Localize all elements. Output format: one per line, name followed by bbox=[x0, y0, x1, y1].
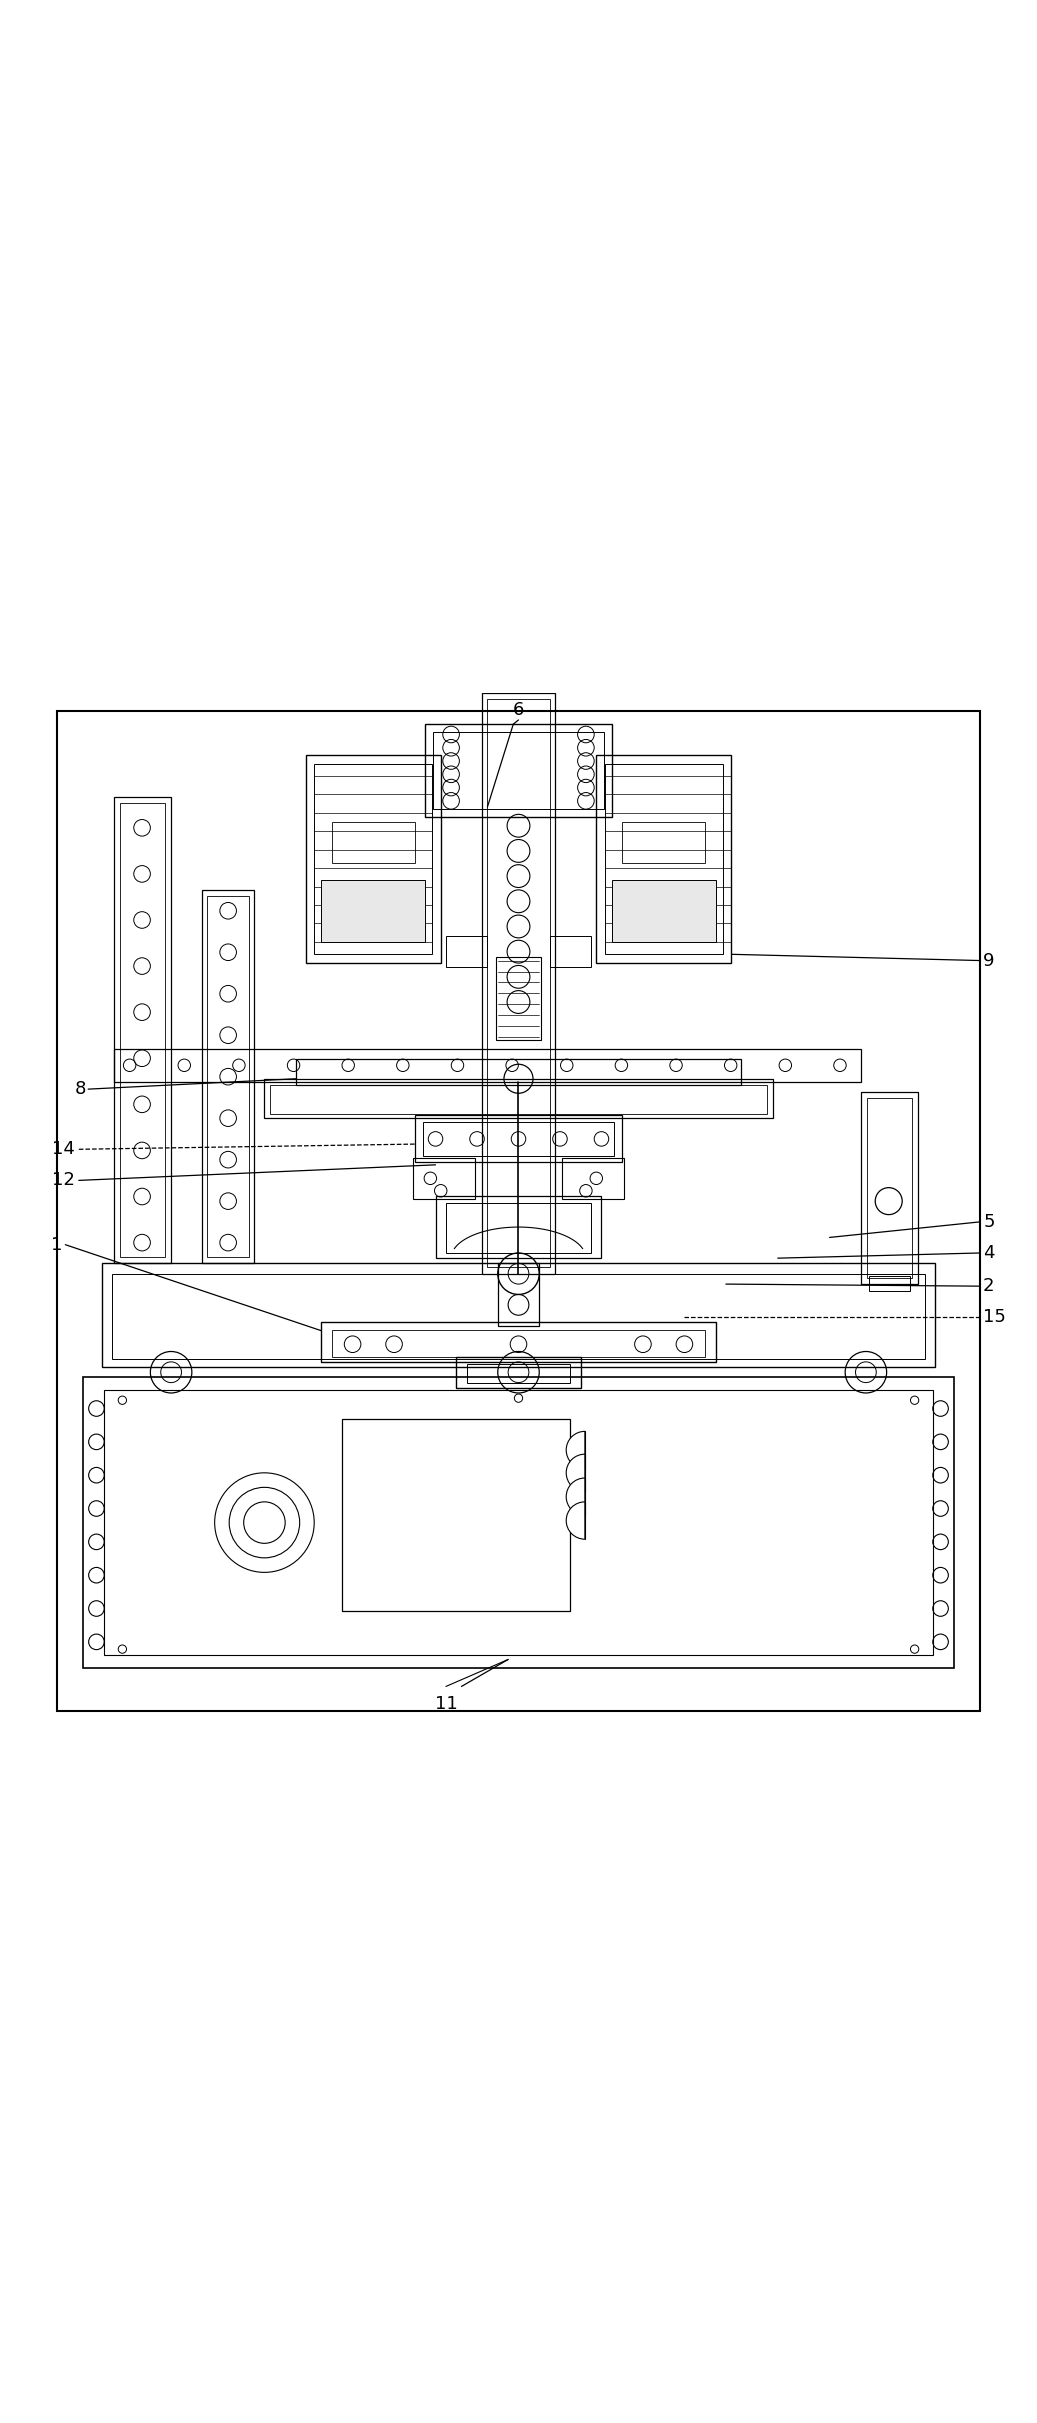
Bar bbox=[550, 935, 591, 967]
Bar bbox=[114, 1049, 861, 1083]
Bar bbox=[415, 1115, 622, 1161]
Bar bbox=[296, 1059, 741, 1086]
Bar bbox=[264, 1078, 773, 1117]
Wedge shape bbox=[566, 1454, 585, 1493]
Text: 11: 11 bbox=[435, 1694, 457, 1713]
Bar bbox=[270, 1086, 767, 1115]
Bar bbox=[446, 935, 487, 967]
Bar bbox=[57, 710, 980, 1711]
Wedge shape bbox=[566, 1478, 585, 1514]
Bar bbox=[622, 821, 705, 863]
Bar bbox=[423, 1122, 614, 1156]
Bar bbox=[596, 756, 731, 962]
Text: 15: 15 bbox=[983, 1308, 1006, 1325]
Bar bbox=[413, 1158, 475, 1199]
Text: 6: 6 bbox=[513, 700, 524, 720]
Bar bbox=[446, 1204, 591, 1253]
Bar bbox=[467, 1364, 570, 1384]
Bar bbox=[321, 880, 425, 943]
Bar bbox=[482, 693, 555, 1274]
Text: 4: 4 bbox=[983, 1243, 994, 1262]
Text: 9: 9 bbox=[983, 952, 994, 969]
Bar bbox=[314, 763, 432, 955]
Bar bbox=[487, 700, 550, 1267]
Bar bbox=[498, 1262, 539, 1325]
Bar bbox=[496, 957, 541, 1039]
Bar bbox=[306, 756, 441, 962]
Bar bbox=[869, 1277, 910, 1291]
Text: 12: 12 bbox=[52, 1170, 75, 1190]
Bar bbox=[436, 1197, 601, 1258]
Bar bbox=[207, 897, 249, 1258]
Bar bbox=[456, 1357, 581, 1388]
Text: 5: 5 bbox=[983, 1214, 994, 1231]
Bar bbox=[104, 1391, 933, 1655]
Bar bbox=[605, 763, 723, 955]
Bar bbox=[102, 1262, 935, 1367]
Bar bbox=[83, 1376, 954, 1667]
Bar bbox=[332, 821, 415, 863]
Bar bbox=[562, 1158, 624, 1199]
Text: 1: 1 bbox=[51, 1236, 62, 1253]
Bar bbox=[332, 1330, 705, 1357]
Bar bbox=[867, 1098, 912, 1277]
Bar bbox=[425, 724, 612, 817]
Text: 14: 14 bbox=[52, 1141, 75, 1158]
Bar bbox=[433, 732, 604, 809]
Bar bbox=[321, 1323, 716, 1362]
Wedge shape bbox=[566, 1432, 585, 1468]
Bar bbox=[612, 880, 716, 943]
Bar bbox=[120, 802, 165, 1258]
Text: 8: 8 bbox=[75, 1081, 86, 1098]
Bar bbox=[112, 1274, 925, 1359]
Text: 2: 2 bbox=[983, 1277, 994, 1296]
Bar bbox=[342, 1420, 570, 1611]
Bar bbox=[861, 1093, 918, 1284]
Bar bbox=[202, 889, 254, 1262]
Wedge shape bbox=[566, 1502, 585, 1539]
Bar bbox=[114, 797, 171, 1262]
